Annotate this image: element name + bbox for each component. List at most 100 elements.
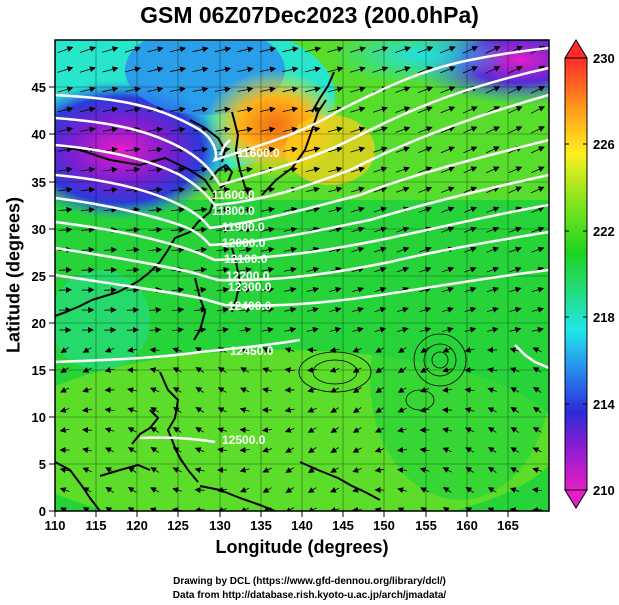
wind-vector <box>194 467 205 474</box>
wind-vector <box>372 46 389 53</box>
wind-vector <box>193 226 208 233</box>
wind-vector <box>261 246 275 253</box>
wind-vector <box>464 366 475 373</box>
wind-vector <box>417 46 434 54</box>
wind-vector <box>463 106 478 114</box>
wind-vector <box>351 266 365 273</box>
wind-vector <box>58 266 72 273</box>
wind-vector <box>442 487 452 493</box>
wind-vector <box>305 186 320 193</box>
wind-vector <box>487 487 497 493</box>
wind-vector <box>532 326 544 333</box>
axis-ticks <box>49 86 509 517</box>
wind-vector <box>194 286 207 293</box>
wind-vector <box>487 466 497 473</box>
wind-vector <box>417 86 434 94</box>
wind-vector <box>169 46 187 53</box>
wind-vector <box>351 206 365 213</box>
wind-vector <box>125 166 141 173</box>
wind-vector <box>125 146 141 153</box>
wind-vector <box>510 447 520 453</box>
wind-vector <box>262 487 272 493</box>
wind-vector <box>283 246 298 253</box>
x-tick-label: 150 <box>373 518 395 533</box>
contour-label: 12000.0 <box>222 236 266 250</box>
wind-vector <box>487 446 497 453</box>
wind-vector <box>330 447 339 454</box>
y-tick-label: 25 <box>32 269 46 284</box>
wind-vector <box>373 206 388 213</box>
wind-vector <box>327 86 344 93</box>
wind-vector <box>58 146 73 153</box>
wind-vector <box>396 266 410 273</box>
wind-vector <box>350 166 366 173</box>
wind-vector <box>307 447 317 454</box>
wind-vector <box>395 166 410 173</box>
wind-vector <box>238 266 252 273</box>
wind-vector <box>170 206 185 213</box>
wind-vector <box>419 406 430 413</box>
wind-vector <box>237 86 254 93</box>
wind-vector <box>195 407 205 413</box>
wind-vector <box>238 226 253 233</box>
wind-vector <box>485 66 501 74</box>
map-field: 11600.0 11600.0 11800.0 11900.0 12000.0 … <box>55 40 549 511</box>
wind-vector <box>147 86 164 93</box>
contour-label: 12300.0 <box>228 280 272 294</box>
y-axis-label: Latitude (degrees) <box>3 196 24 354</box>
wind-vector <box>417 66 434 74</box>
wind-vector <box>396 306 409 313</box>
wind-vector <box>60 387 70 393</box>
wind-vector <box>442 347 452 353</box>
colorbar-label: 226 <box>593 137 615 152</box>
wind-vector <box>82 447 92 454</box>
wind-vector <box>239 407 250 414</box>
wind-vector <box>463 166 478 174</box>
wind-vector <box>352 347 362 353</box>
wind-vector <box>464 306 477 313</box>
wind-vector <box>60 347 69 354</box>
wind-vector <box>127 427 137 433</box>
wind-vector <box>306 326 319 333</box>
wind-vector <box>192 66 209 73</box>
wind-vector <box>172 387 182 393</box>
wind-vector <box>464 246 477 253</box>
wind-vector <box>397 347 407 354</box>
wind-vector <box>127 447 137 453</box>
contour-label: 12500.0 <box>222 433 266 447</box>
wind-vector <box>487 427 497 433</box>
wind-vector <box>487 326 499 333</box>
wind-vector <box>464 286 477 293</box>
wind-vector <box>170 126 186 133</box>
wind-vector <box>80 106 96 113</box>
wind-vector <box>486 306 499 313</box>
wind-vector <box>285 507 295 511</box>
wind-vector <box>103 246 118 253</box>
wind-vector <box>262 467 272 473</box>
wind-vector <box>105 486 114 493</box>
wind-vector <box>216 226 230 233</box>
wind-vector <box>330 407 340 413</box>
wind-vector <box>375 387 384 394</box>
wind-vector <box>171 326 184 333</box>
wind-vector <box>194 487 205 494</box>
wind-vector <box>237 46 254 53</box>
wind-vector <box>463 146 478 154</box>
wind-vector <box>239 446 250 453</box>
contour-label: 11900.0 <box>222 220 265 234</box>
wind-vector <box>127 507 136 511</box>
wind-vector <box>394 46 411 53</box>
wind-vector <box>464 266 477 273</box>
wind-vector <box>170 106 186 113</box>
wind-vector <box>420 347 430 353</box>
y-tick-label: 15 <box>32 363 46 378</box>
wind-vector <box>103 166 118 173</box>
x-tick-label: 125 <box>167 518 189 533</box>
wind-vector <box>442 427 452 434</box>
wind-vector <box>239 286 252 293</box>
wind-vector <box>419 386 430 393</box>
wind-vector <box>440 86 456 94</box>
wind-vector <box>418 206 433 213</box>
wind-vector <box>508 186 523 194</box>
wind-vector <box>261 266 275 273</box>
